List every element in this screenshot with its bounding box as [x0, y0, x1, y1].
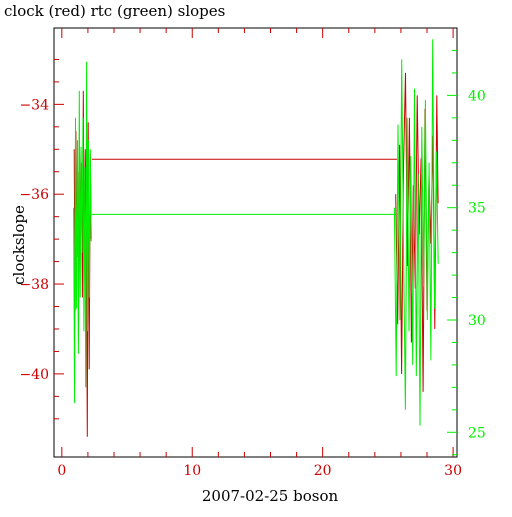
- series-layer: [73, 39, 439, 437]
- x-axis-ticks: 0 10 20 30: [57, 28, 462, 479]
- y2-tick-label: 35: [468, 201, 486, 217]
- y-axis-title: clockslope: [10, 205, 28, 285]
- y-tick-label: −36: [19, 187, 49, 203]
- x-tick-label: 20: [314, 463, 332, 479]
- y-tick-label: −38: [19, 277, 49, 293]
- plot-frame: [53, 27, 458, 458]
- y2-tick-label: 40: [468, 88, 486, 104]
- x-tick-label: 30: [444, 463, 462, 479]
- y2-tick-label: 25: [468, 425, 486, 441]
- plot-border: [53, 27, 458, 458]
- y-axis-ticks: −34 −36 −38 −40: [19, 58, 64, 420]
- x-tick-label: 10: [183, 463, 201, 479]
- y-tick-label: −34: [19, 97, 49, 113]
- x-tick-label: 0: [57, 463, 66, 479]
- y-tick-label: −40: [19, 367, 49, 383]
- chart-title: clock (red) rtc (green) slopes: [4, 2, 225, 20]
- y2-axis-ticks: 25 30 35 40: [447, 49, 486, 456]
- series-1-segment-2: [393, 39, 439, 426]
- x-axis-title: 2007-02-25 boson: [202, 487, 339, 505]
- y2-tick-label: 30: [468, 313, 486, 329]
- series-1-segment-0: [73, 61, 92, 404]
